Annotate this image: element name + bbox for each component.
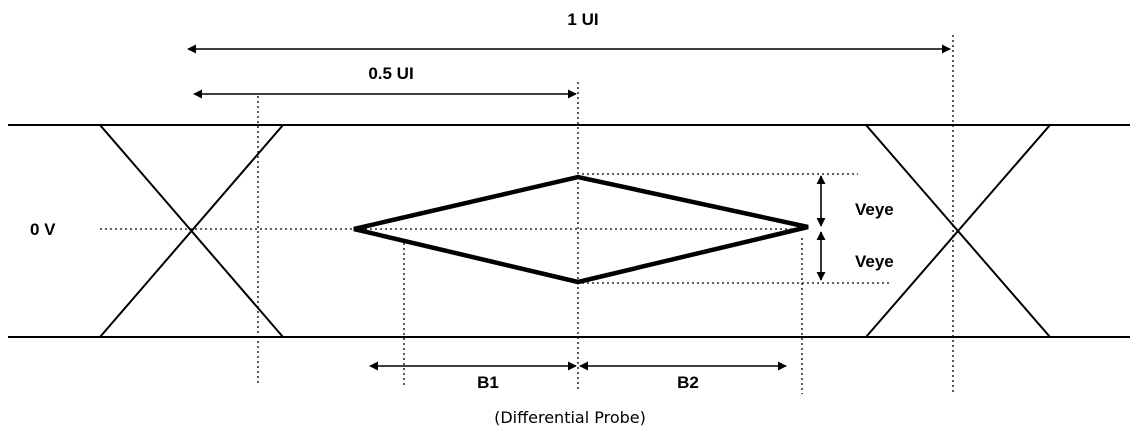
eye-mask-diamond [353, 174, 809, 285]
diagram-caption: (Differential Probe) [494, 408, 646, 427]
veye-bottom-label: Veye [855, 252, 894, 271]
b1-label: B1 [477, 373, 499, 392]
right-crossing [865, 124, 1051, 338]
b2-label: B2 [677, 373, 699, 392]
one-ui-label: 1 UI [567, 10, 598, 29]
veye-top-label: Veye [855, 200, 894, 219]
zero-volt-label: 0 V [30, 220, 56, 239]
half-ui-label: 0.5 UI [368, 64, 413, 83]
left-crossing [99, 124, 284, 338]
